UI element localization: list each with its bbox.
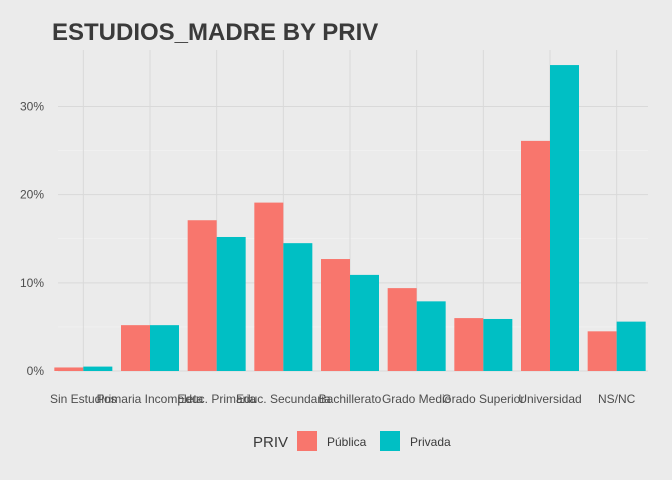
bar-privada: [550, 65, 579, 371]
bar-privada: [616, 321, 646, 371]
bar-privada: [216, 236, 246, 371]
bars: [54, 65, 646, 371]
bar-publica: [254, 202, 284, 371]
bar-privada: [483, 318, 513, 371]
legend-label: Pública: [327, 435, 367, 449]
chart-title: ESTUDIOS_MADRE BY PRIV: [52, 19, 378, 46]
y-tick-label: 20%: [20, 188, 44, 202]
bar-privada: [416, 301, 446, 371]
bar-privada: [83, 366, 113, 371]
bar-publica: [187, 220, 217, 371]
x-tick-label: Grado Superior: [442, 392, 524, 406]
bar-privada: [150, 325, 179, 371]
y-tick-label: 10%: [20, 276, 44, 290]
x-tick-label: Bachillerato: [319, 392, 382, 406]
y-tick-label: 0%: [27, 364, 45, 378]
bar-publica: [121, 325, 150, 371]
legend: PRIV Pública Privada: [253, 431, 451, 451]
bar-privada: [283, 243, 313, 371]
x-tick-label: Educ. Primaria: [177, 392, 256, 406]
x-tick-label: Educ. Secundaria: [236, 392, 331, 406]
legend-key: [297, 431, 317, 451]
bar-publica: [387, 288, 417, 371]
bar-publica: [454, 318, 484, 371]
legend-label: Privada: [410, 435, 451, 449]
y-tick-label: 30%: [20, 100, 44, 114]
bar-publica: [321, 259, 350, 371]
x-tick-label: Grado Medio: [382, 392, 452, 406]
x-tick-label: Primaria Incompleta: [97, 392, 204, 406]
legend-key: [380, 431, 400, 451]
x-tick-label: Universidad: [518, 392, 581, 406]
x-tick-label: NS/NC: [598, 392, 636, 406]
bar-publica: [587, 331, 617, 371]
bar-privada: [350, 274, 379, 371]
y-axis: 0% 10% 20% 30%: [20, 100, 44, 379]
x-tick-label: Sin Estudios: [50, 392, 117, 406]
legend-title: PRIV: [253, 434, 288, 451]
bar-publica: [54, 367, 84, 371]
bar-publica: [521, 140, 550, 371]
